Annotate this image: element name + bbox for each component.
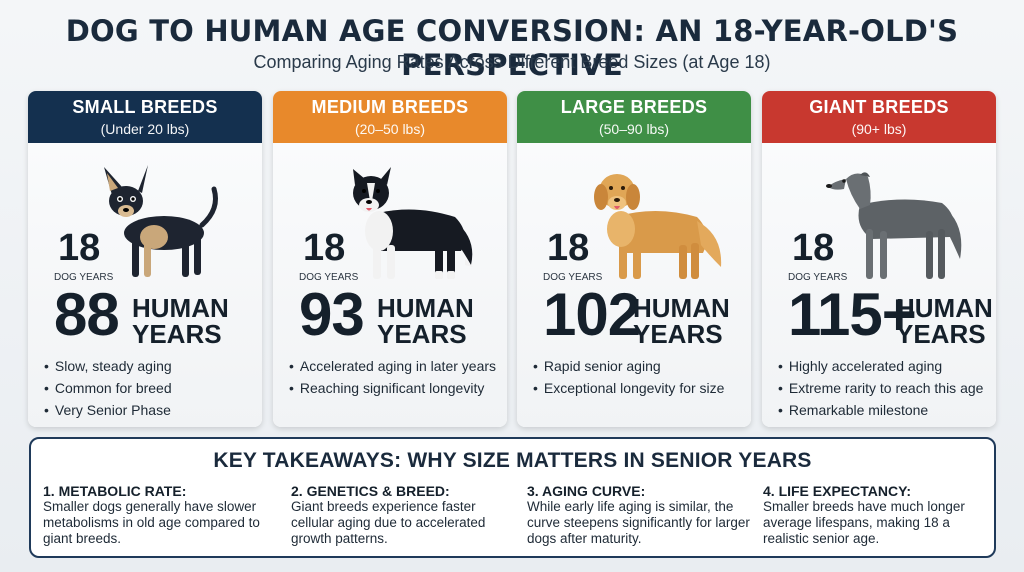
- dog-years-value: 18: [58, 227, 101, 269]
- card-title: LARGE BREEDS: [560, 97, 708, 117]
- human-label-line-2: YEARS: [132, 319, 222, 349]
- bullet-list: Slow, steady aging Common for breed Very…: [44, 355, 172, 421]
- card-header: SMALL BREEDS (Under 20 lbs): [28, 91, 262, 143]
- card-weight-range: (50–90 lbs): [598, 121, 670, 137]
- golden-retriever-illustration: [594, 174, 722, 279]
- card-title: GIANT BREEDS: [809, 97, 949, 117]
- list-item: Extreme rarity to reach this age: [778, 377, 984, 399]
- dog-years-value: 18: [547, 227, 590, 269]
- human-label-line-2: YEARS: [896, 319, 986, 349]
- takeaway-text: While early life aging is similar, the c…: [527, 499, 750, 546]
- bullet-list: Accelerated aging in later years Reachin…: [289, 355, 496, 399]
- list-item: Reaching significant longevity: [289, 377, 496, 399]
- human-label-line-1: HUMAN: [896, 293, 993, 323]
- human-years-value: 102: [543, 281, 641, 348]
- takeaway-text: Smaller dogs generally have slower metab…: [43, 499, 260, 546]
- card-medium-breeds: MEDIUM BREEDS (20–50 lbs): [273, 91, 507, 427]
- dog-years-value: 18: [303, 227, 346, 269]
- card-giant-breeds: GIANT BREEDS (90+ lbs) 18 DOG YEARS 115+: [762, 91, 996, 427]
- page-subtitle: Comparing Aging Rates Across Different B…: [253, 52, 771, 72]
- takeaway-heading: 1. METABOLIC RATE:: [43, 483, 187, 499]
- human-label-line-2: YEARS: [633, 319, 723, 349]
- list-item: Common for breed: [44, 377, 172, 399]
- human-label-line-1: HUMAN: [132, 293, 229, 323]
- dog-years-value: 18: [792, 227, 835, 269]
- takeaway-heading: 2. GENETICS & BREED:: [291, 483, 450, 499]
- takeaway-item: 4. LIFE EXPECTANCY: Smaller breeds have …: [763, 483, 993, 547]
- human-years-label: HUMAN YEARS: [132, 295, 229, 347]
- takeaway-heading: 4. LIFE EXPECTANCY:: [763, 483, 912, 499]
- takeaway-text: Smaller breeds have much longer average …: [763, 499, 965, 546]
- human-years-value: 115+: [788, 281, 917, 348]
- card-body: 18 DOG YEARS 115+ HUMAN YEARS Highly acc…: [762, 143, 996, 427]
- dog-years-label: DOG YEARS: [299, 272, 359, 283]
- human-years-value: 93: [299, 281, 365, 348]
- human-years-label: HUMAN YEARS: [896, 295, 993, 347]
- dog-years-label: DOG YEARS: [788, 272, 848, 283]
- page-title: DOG TO HUMAN AGE CONVERSION: AN 18-YEAR-…: [65, 14, 959, 82]
- human-label-line-1: HUMAN: [633, 293, 730, 323]
- card-weight-range: (Under 20 lbs): [100, 121, 190, 137]
- card-body: 18 DOG YEARS 93 HUMAN YEARS Accelerated …: [273, 143, 507, 427]
- list-item: Slow, steady aging: [44, 355, 172, 377]
- card-title: MEDIUM BREEDS: [311, 97, 469, 117]
- takeaways-title: KEY TAKEAWAYS: WHY SIZE MATTERS IN SENIO…: [213, 449, 812, 472]
- dog-years-label: DOG YEARS: [543, 272, 603, 283]
- card-weight-range: (90+ lbs): [851, 121, 907, 137]
- human-years-value: 88: [54, 281, 120, 348]
- takeaway-heading: 3. AGING CURVE:: [527, 483, 646, 499]
- takeaway-item: 2. GENETICS & BREED: Giant breeds experi…: [291, 483, 521, 547]
- card-large-breeds: LARGE BREEDS (50–90 lbs) 18: [517, 91, 751, 427]
- card-weight-range: (20–50 lbs): [354, 121, 426, 137]
- list-item: Highly accelerated aging: [778, 355, 983, 377]
- card-body: 18 DOG YEARS 102 HUMAN YEARS Rapid senio…: [517, 143, 751, 427]
- card-header: GIANT BREEDS (90+ lbs): [762, 91, 996, 143]
- breed-cards: SMALL BREEDS (Under 20 lbs): [28, 91, 996, 427]
- card-small-breeds: SMALL BREEDS (Under 20 lbs): [28, 91, 262, 427]
- list-item: Accelerated aging in later years: [289, 355, 496, 377]
- key-takeaways-panel: KEY TAKEAWAYS: WHY SIZE MATTERS IN SENIO…: [29, 437, 996, 558]
- human-years-label: HUMAN YEARS: [377, 295, 474, 347]
- takeaway-text: Giant breeds experience faster cellular …: [291, 499, 486, 546]
- border-collie-illustration: [353, 167, 473, 279]
- irish-wolfhound-illustration: [826, 172, 962, 279]
- human-label-line-1: HUMAN: [377, 293, 474, 323]
- bullet-list: Rapid senior aging Exceptional longevity…: [533, 355, 725, 399]
- chihuahua-illustration: [104, 165, 218, 277]
- list-item: Remarkable milestone: [778, 399, 983, 421]
- human-label-line-2: YEARS: [377, 319, 467, 349]
- bullet-list: Highly accelerated aging Extreme rarity …: [778, 355, 984, 421]
- takeaway-item: 1. METABOLIC RATE: Smaller dogs generall…: [43, 483, 273, 547]
- list-item: Very Senior Phase: [44, 399, 172, 421]
- card-title: SMALL BREEDS: [72, 97, 218, 117]
- list-item: Rapid senior aging: [533, 355, 724, 377]
- card-body: 18 DOG YEARS 88 HUMAN YEARS Slow, steady…: [28, 143, 262, 427]
- card-header: MEDIUM BREEDS (20–50 lbs): [273, 91, 507, 143]
- human-years-label: HUMAN YEARS: [633, 295, 730, 347]
- card-header: LARGE BREEDS (50–90 lbs): [517, 91, 751, 143]
- takeaway-item: 3. AGING CURVE: While early life aging i…: [527, 483, 757, 547]
- dog-years-label: DOG YEARS: [54, 272, 114, 283]
- list-item: Exceptional longevity for size: [533, 377, 725, 399]
